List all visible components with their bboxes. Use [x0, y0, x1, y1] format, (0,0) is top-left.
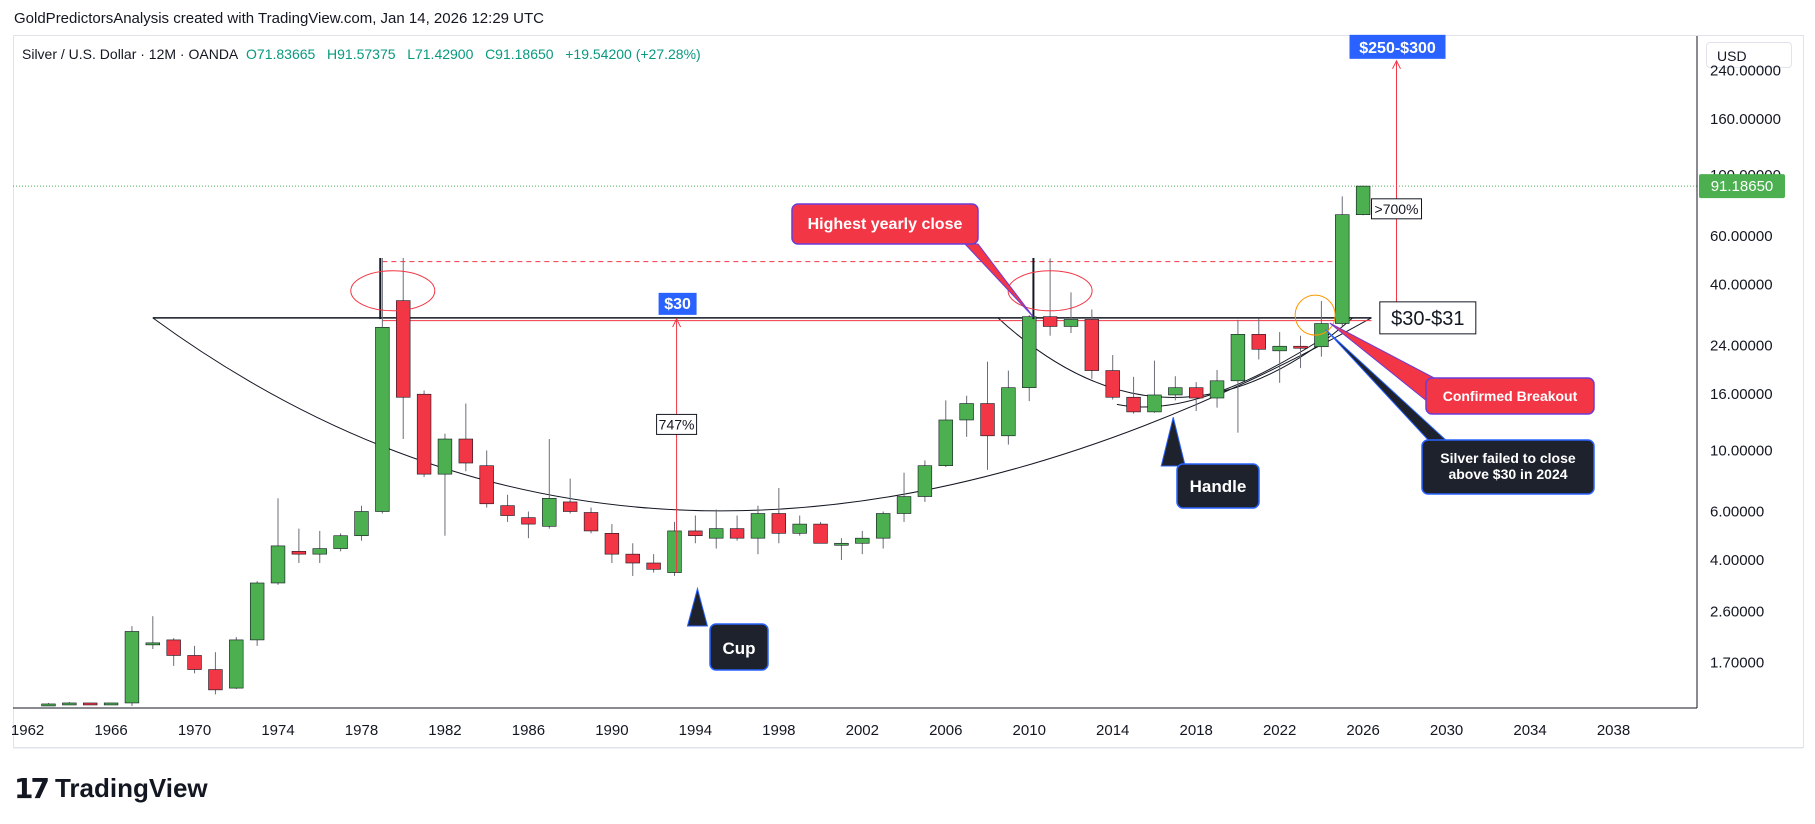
tradingview-mark-icon: 17 — [14, 772, 50, 805]
ohlc-change: +19.54200 (+27.28%) — [565, 46, 701, 62]
tradingview-logo[interactable]: 17 TradingView — [14, 772, 208, 805]
ohlc-low: L71.42900 — [407, 46, 474, 62]
tradingview-wordmark: TradingView — [54, 773, 208, 803]
chart-frame — [13, 35, 1804, 748]
chart-credit: GoldPredictorsAnalysis created with Trad… — [14, 10, 544, 27]
ohlc-high: H91.57375 — [327, 46, 396, 62]
ohlc-close: C91.18650 — [485, 46, 554, 62]
symbol-legend: Silver / U.S. Dollar · 12M · OANDA O71.8… — [22, 46, 701, 62]
currency-selector[interactable]: USD — [1706, 42, 1792, 68]
ohlc-open: O71.83665 — [246, 46, 316, 62]
symbol-name[interactable]: Silver / U.S. Dollar · 12M · OANDA — [22, 46, 239, 62]
